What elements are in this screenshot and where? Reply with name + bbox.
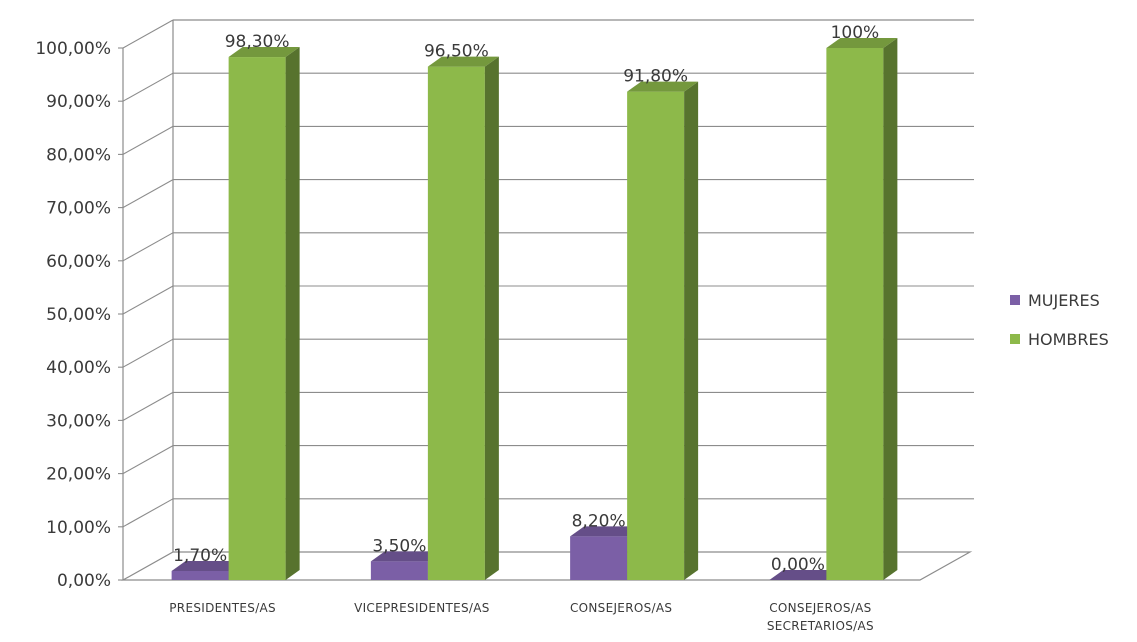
x-category-label: CONSEJEROS/AS [570,601,672,615]
y-tick-label: 40,00% [46,358,111,378]
gridline-side [122,72,174,102]
x-category-label: SECRETARIOS/AS [767,619,874,633]
bar-hombres-side [285,47,300,580]
bar-hombres-top [826,38,898,48]
bar-hombres-side [484,56,499,581]
y-tick-label: 90,00% [46,92,111,112]
bar-mujeres-front [370,561,428,580]
bar-mujeres-top [570,526,642,537]
data-label-hombres: 91,80% [623,67,688,87]
data-label-mujeres: 3,50% [372,536,426,556]
bar-mujeres-top [769,570,841,580]
bar-hombres-side [684,81,699,581]
x-category-label: PRESIDENTES/AS [169,601,276,615]
bar-hombres-top [228,47,300,58]
bars [171,38,898,581]
y-tick-label: 60,00% [46,252,111,272]
y-tick-label: 20,00% [46,465,111,485]
legend-label-mujeres: MUJERES [1028,291,1100,310]
data-label-hombres: 100% [831,23,880,43]
y-tick-label: 30,00% [46,411,111,431]
data-labels: 1,70% 98,30% 3,50% 96,50% 8,20% 91,80% 0,00% 10… [173,23,879,575]
bar-hombres-side [883,38,898,580]
gridline-side [122,391,174,421]
bar-hombres-top [427,56,499,67]
data-label-mujeres: 1,70% [173,546,227,566]
bar-hombres-front [427,66,485,581]
y-tick-label: 70,00% [46,199,111,219]
data-label-mujeres: 0,00% [771,555,825,575]
legend-swatch-mujeres [1010,295,1020,305]
bar-hombres-front [826,48,884,580]
bar-mujeres-top [370,551,442,562]
legend: MUJERES HOMBRES [1010,291,1109,349]
legend-label-hombres: HOMBRES [1028,330,1109,349]
gridline-side [122,179,174,209]
gridline-side [122,19,174,49]
x-category-label: CONSEJEROS/AS [769,601,871,615]
y-tick-label: 10,00% [46,518,111,538]
gridline-side [122,498,174,528]
bar-mujeres-top [171,560,243,571]
bar-mujeres-front [570,536,628,580]
x-axis-category-labels: PRESIDENTES/AS VICEPRESIDENTES/AS CONSEJER… [169,601,874,633]
legend-swatch-hombres [1010,334,1020,344]
gridline-side [122,338,174,368]
bar-hombres-front [228,57,286,580]
bar-hombres-top [627,81,699,92]
x-category-label: VICEPRESIDENTES/AS [354,601,490,615]
gridline-side [122,285,174,315]
y-tick-label: 80,00% [46,145,111,165]
gridline-side [122,232,174,262]
y-tick-label: 0,00% [57,571,111,591]
y-tick-label: 50,00% [46,305,111,325]
bar-mujeres-front [171,570,229,580]
data-label-mujeres: 8,20% [572,511,626,531]
data-label-hombres: 96,50% [424,42,489,62]
gridline-side [122,125,174,155]
data-label-hombres: 98,30% [225,32,290,52]
y-tick-label: 100,00% [35,39,111,59]
bar-hombres-front [627,91,685,581]
gridline-side [122,445,174,475]
y-axis-tick-labels: 0,00% 10,00% 20,00% 30,00% 40,00% 50,00% 60,00… [35,39,111,591]
